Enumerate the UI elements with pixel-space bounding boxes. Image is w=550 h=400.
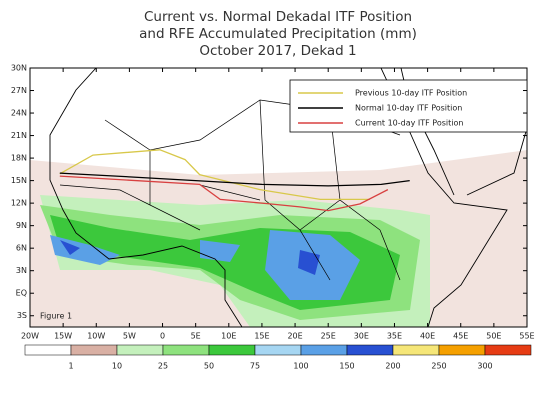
- colorbar-label: 1: [68, 362, 73, 371]
- rainfall-field: [30, 150, 527, 327]
- colorbar-label: 250: [431, 362, 446, 371]
- itf-line: [59, 149, 370, 201]
- colorbar-cell: [24, 344, 72, 356]
- coastline: [49, 68, 243, 327]
- y-tick-label: 24N: [11, 109, 27, 118]
- x-tick-label: 0: [160, 332, 165, 341]
- x-tick-label: 50E: [486, 332, 501, 341]
- colorbar-label: 300: [477, 362, 492, 371]
- y-tick-label: 12N: [11, 199, 27, 208]
- legend-label: Previous 10-day ITF Position: [355, 89, 467, 98]
- plot-frame: [29, 67, 528, 328]
- x-tick-label: 5W: [123, 332, 136, 341]
- colorbar-cell: [392, 344, 440, 356]
- y-tick-label: 30N: [11, 64, 27, 73]
- chart-title: and RFE Accumulated Precipitation (mm): [139, 26, 417, 42]
- y-tick-label: EQ: [16, 289, 27, 298]
- colorbar-cell: [438, 344, 486, 356]
- itf-line: [59, 175, 389, 212]
- colorbar-cell: [300, 344, 348, 356]
- y-tick-label: 21N: [11, 131, 27, 140]
- x-tick-label: 55E: [519, 332, 534, 341]
- colorbar-label: 100: [293, 362, 308, 371]
- y-tick-label: 15N: [11, 176, 27, 185]
- colorbar-cell: [346, 344, 394, 356]
- x-tick-label: 25E: [321, 332, 336, 341]
- x-tick-label: 30E: [354, 332, 369, 341]
- rain-area: [50, 230, 360, 300]
- colorbar-label: 200: [385, 362, 400, 371]
- legend-label: Current 10-day ITF Position: [355, 119, 463, 128]
- x-tick-label: 45E: [453, 332, 468, 341]
- chart-subtitle: October 2017, Dekad 1: [199, 43, 356, 59]
- colorbar-label: 150: [339, 362, 354, 371]
- x-tick-label: 20W: [21, 332, 39, 341]
- x-tick-label: 20E: [287, 332, 302, 341]
- colorbar-cell: [484, 344, 532, 356]
- x-tick-label: 15W: [54, 332, 72, 341]
- chart-title: Current vs. Normal Dekadal ITF Position: [144, 9, 412, 25]
- y-tick-label: 18N: [11, 154, 27, 163]
- colorbar-cell: [70, 344, 118, 356]
- y-tick-label: 3S: [17, 311, 27, 320]
- colorbar-cell: [208, 344, 256, 356]
- x-tick-label: 10E: [221, 332, 236, 341]
- y-tick-label: 27N: [11, 86, 27, 95]
- colorbar-cell: [162, 344, 210, 356]
- colorbar-label: 50: [204, 362, 214, 371]
- x-tick-label: 5E: [191, 332, 201, 341]
- colorbar-label: 25: [158, 362, 168, 371]
- coastlines: [49, 68, 527, 327]
- x-tick-label: 10W: [87, 332, 105, 341]
- legend-label: Normal 10-day ITF Position: [355, 104, 462, 113]
- colorbar-cell: [254, 344, 302, 356]
- itf-line: [59, 172, 410, 187]
- x-tick-label: 15E: [254, 332, 269, 341]
- colorbar-label: 10: [112, 362, 122, 371]
- y-tick-label: 9N: [16, 221, 27, 230]
- x-tick-label: 35E: [387, 332, 402, 341]
- colorbar-cell: [116, 344, 164, 356]
- annotation: Figure 1: [40, 312, 72, 321]
- colorbar-label: 75: [250, 362, 260, 371]
- y-tick-label: 6N: [16, 244, 27, 253]
- y-tick-label: 3N: [16, 266, 27, 275]
- x-tick-label: 40E: [420, 332, 435, 341]
